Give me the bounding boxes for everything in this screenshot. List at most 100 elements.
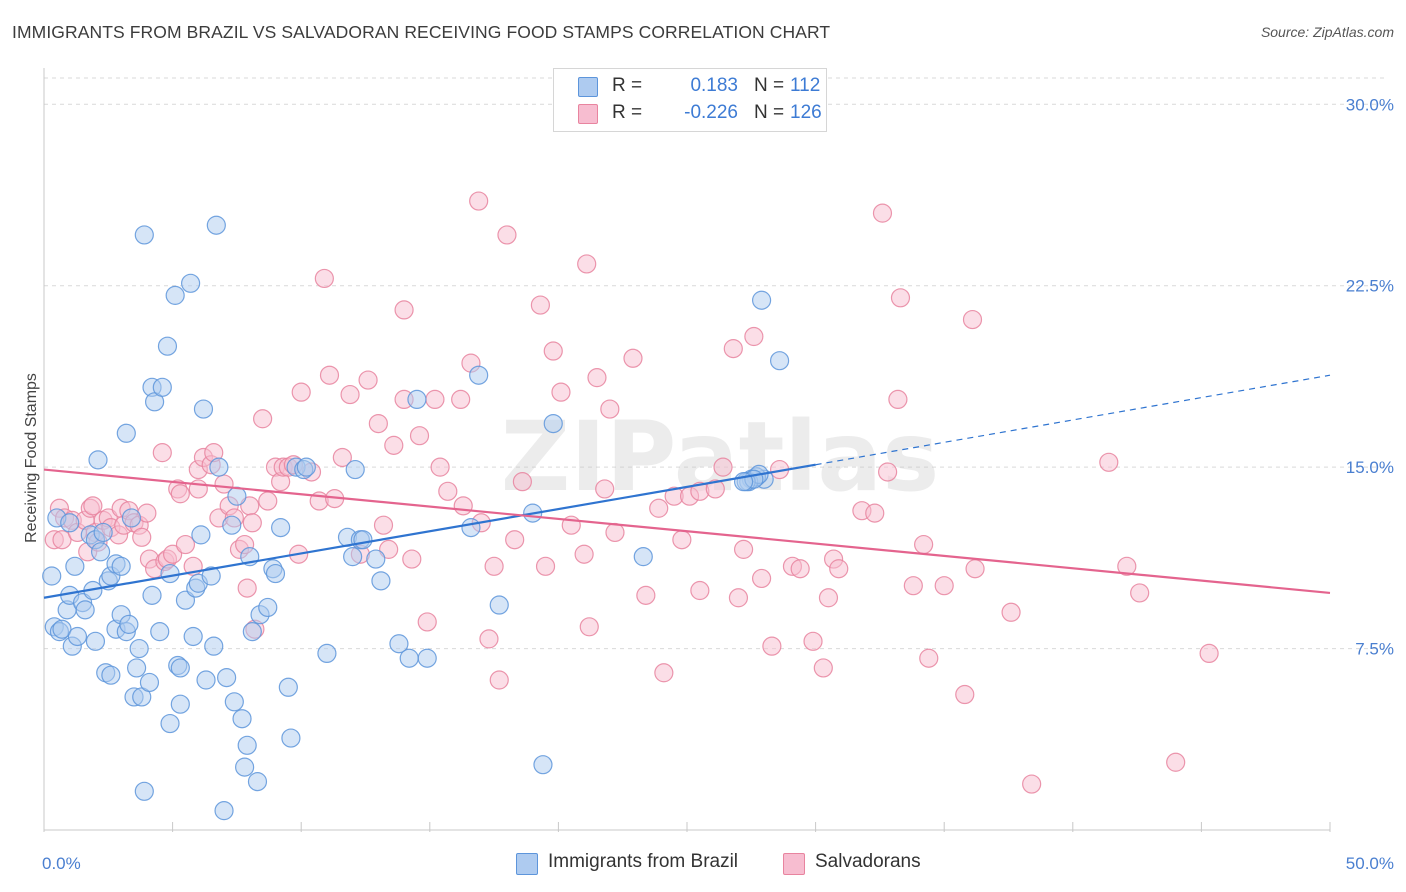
salvadoran-point-44 (237, 578, 257, 598)
salvadoran-point-88 (512, 472, 532, 492)
brazil-point-65 (222, 515, 242, 535)
salvadoran-point-67 (373, 515, 394, 535)
salvadoran-point-92 (551, 382, 571, 402)
brazil-point-39 (142, 585, 162, 605)
brazil-point-98 (489, 595, 509, 615)
y-tick-label-2: 22.5% (1346, 277, 1394, 296)
brazil-point-86 (343, 547, 363, 567)
salvadoran-point-21 (132, 527, 152, 547)
brazil-point-59 (201, 566, 221, 586)
salvadoran-point-56 (291, 382, 311, 402)
brazil-point-67 (227, 486, 247, 506)
brazil-point-73 (247, 772, 268, 792)
brazil-point-33 (126, 658, 147, 678)
salvadoran-point-131 (890, 288, 911, 308)
salvadoran-point-72 (402, 549, 422, 569)
salvadoran-point-49 (258, 491, 278, 511)
brazil-point-36 (134, 225, 154, 245)
salvadoran-point-59 (314, 268, 334, 289)
salvadoran-point-102 (636, 585, 656, 605)
salvadoran-point-95 (577, 254, 597, 274)
salvadoran-point-137 (962, 309, 983, 330)
salvadoran-point-112 (723, 339, 743, 359)
salvadoran-point-83 (479, 629, 499, 649)
source-label: Source: ZipAtlas.com (1260, 24, 1394, 40)
salvadoran-point-127 (865, 503, 885, 523)
salvadoran-point-142 (1117, 556, 1137, 576)
brazil-point-68 (232, 709, 252, 729)
brazil-point-17 (88, 450, 108, 470)
trend-lines (43, 374, 1331, 599)
salvadoran-point-103 (649, 498, 669, 518)
brazil-point-70 (237, 735, 257, 755)
brazil-point-100 (533, 755, 553, 775)
salvadoran-point-110 (705, 479, 725, 499)
bottom-legend-label-salvadorans: Salvadorans (815, 851, 921, 872)
brazil-point-96 (461, 518, 481, 538)
salvadoran-point-101 (623, 348, 643, 368)
brazil-point-47 (165, 285, 185, 305)
salvadoran-point-143 (1130, 583, 1150, 603)
salvadoran-point-74 (417, 612, 437, 632)
salvadoran-point-73 (409, 426, 430, 446)
legend-n-label: N = (754, 75, 785, 96)
salvadoran-point-144 (1166, 752, 1186, 772)
salvadoran-point-113 (728, 588, 749, 608)
salvadoran-point-96 (579, 617, 599, 637)
brazil-point-49 (170, 694, 190, 714)
salvadoran-point-104 (654, 663, 674, 683)
brazil-point-69 (235, 757, 255, 777)
salvadoran-point-145 (1199, 643, 1219, 664)
salvadoran-point-115 (744, 326, 764, 347)
bottom-legend-label-brazil: Immigrants from Brazil (548, 851, 739, 872)
salvadoran-point-30 (170, 484, 190, 504)
salvadoran-point-121 (803, 631, 823, 651)
salvadoran-point-79 (453, 496, 473, 516)
brazil-point-46 (160, 563, 180, 584)
salvadoran-point-120 (790, 559, 810, 579)
brazil-point-93 (399, 648, 419, 668)
y-tick-label-0: 7.5% (1355, 640, 1394, 659)
salvadoran-trend-line (43, 468, 1331, 595)
salvadoran-point-98 (595, 479, 615, 499)
y-tick-labels: 7.5% 15.0% 22.5% 30.0% (1346, 95, 1394, 658)
brazil-point-42 (150, 622, 170, 642)
axes (43, 68, 1331, 832)
brazil-point-102 (633, 547, 653, 567)
salvadoran-point-135 (934, 576, 954, 596)
salvadoran-point-69 (384, 435, 404, 455)
brazil-point-10 (67, 626, 88, 647)
stats-legend: R = 0.183 N = 112 R = -0.226 N = 126 (553, 68, 827, 132)
brazil-point-31 (121, 508, 142, 528)
y-tick-label-1: 15.0% (1346, 458, 1394, 477)
salvadoran-point-109 (690, 580, 710, 601)
salvadoran-point-111 (713, 457, 733, 477)
brazil-point-103 (751, 290, 772, 310)
brazil-points (42, 215, 790, 821)
brazil-point-16 (85, 631, 106, 651)
brazil-point-43 (152, 377, 172, 397)
brazil-point-52 (181, 273, 201, 293)
brazil-point-30 (119, 614, 139, 634)
salvadoran-point-28 (163, 544, 183, 564)
legend-n-value: 126 (790, 102, 822, 123)
salvadoran-point-133 (914, 534, 934, 555)
salvadoran-point-100 (605, 522, 625, 543)
brazil-point-50 (170, 658, 190, 678)
legend-r-label: R = (612, 75, 643, 96)
brazil-point-45 (160, 713, 180, 734)
brazil-point-56 (191, 525, 211, 545)
salvadoran-point-125 (829, 559, 849, 579)
salvadoran-point-106 (672, 530, 692, 550)
y-axis-label: Receiving Food Stamps (23, 373, 40, 543)
brazil-point-77 (265, 563, 286, 584)
brazil-point-18 (90, 542, 111, 562)
salvadoran-point-132 (903, 576, 923, 596)
salvadoran-point-75 (425, 389, 445, 410)
salvadoran-point-128 (872, 203, 893, 223)
salvadoran-point-141 (1099, 452, 1119, 472)
brazil-point-84 (317, 643, 337, 664)
brazil-point-66 (224, 692, 244, 712)
brazil-point-94 (407, 389, 427, 410)
